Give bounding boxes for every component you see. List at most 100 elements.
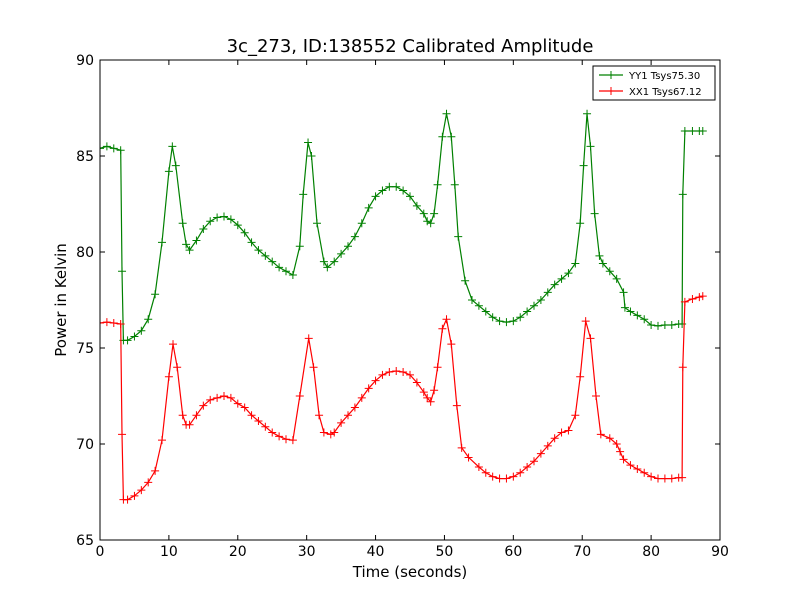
data-point-marker	[612, 440, 621, 448]
data-point-marker	[550, 434, 559, 443]
data-point-marker	[282, 435, 290, 444]
data-point-marker	[695, 293, 704, 302]
data-point-marker	[461, 276, 470, 285]
data-point-marker	[605, 434, 614, 443]
y-tick-label: 80	[76, 245, 94, 261]
data-point-marker	[619, 288, 628, 297]
data-point-marker	[130, 491, 139, 500]
data-point-marker	[423, 393, 432, 402]
data-point-marker	[442, 109, 451, 118]
data-point-marker	[423, 217, 432, 226]
data-point-marker	[481, 468, 490, 477]
data-point-marker	[620, 303, 629, 312]
data-point-marker	[326, 430, 335, 439]
data-point-marker	[116, 146, 125, 155]
chart-title: 3c_273, ID:138552 Calibrated Amplitude	[227, 36, 594, 57]
data-point-marker	[399, 186, 408, 195]
y-tick-label: 85	[76, 149, 94, 165]
data-point-marker	[660, 320, 669, 329]
data-point-marker	[385, 182, 394, 191]
data-point-marker	[698, 127, 707, 136]
data-point-marker	[169, 340, 178, 349]
data-point-marker	[550, 280, 559, 289]
data-point-marker	[116, 320, 125, 328]
data-point-marker	[118, 267, 127, 276]
data-point-marker	[307, 152, 316, 160]
data-point-marker	[454, 232, 463, 241]
data-point-marker	[576, 372, 585, 381]
data-point-marker	[495, 474, 504, 483]
plot-frame	[99, 59, 721, 541]
data-point-marker	[206, 217, 215, 226]
data-point-marker	[130, 332, 139, 341]
data-point-marker	[268, 428, 277, 437]
data-point-marker	[633, 311, 642, 320]
data-point-marker	[192, 411, 201, 420]
data-point-marker	[357, 393, 366, 402]
data-point-marker	[419, 209, 428, 218]
data-point-marker	[626, 461, 635, 470]
data-point-marker	[350, 232, 359, 241]
data-point-marker	[509, 317, 518, 326]
data-point-marker	[564, 426, 573, 435]
data-point-marker	[698, 292, 707, 301]
data-point-marker	[109, 144, 118, 153]
data-point-marker	[313, 219, 321, 228]
data-point-marker	[295, 392, 304, 400]
series-2	[100, 292, 707, 504]
data-point-marker	[288, 271, 297, 280]
data-point-marker	[433, 180, 442, 189]
data-point-marker	[442, 315, 451, 324]
data-point-marker	[378, 370, 387, 379]
data-point-marker	[323, 263, 332, 272]
data-point-marker	[206, 395, 215, 404]
data-point-marker	[590, 209, 599, 218]
data-point-marker	[247, 238, 256, 247]
data-point-marker	[680, 127, 689, 136]
data-point-marker	[299, 190, 308, 199]
x-tick-label: 70	[573, 544, 591, 560]
data-point-marker	[100, 319, 104, 328]
data-point-marker	[275, 432, 284, 441]
data-point-marker	[647, 472, 656, 481]
data-point-marker	[171, 161, 180, 170]
data-point-marker	[261, 251, 270, 260]
data-point-marker	[337, 418, 346, 427]
data-point-marker	[109, 319, 118, 328]
data-point-marker	[261, 422, 270, 431]
data-point-marker	[344, 411, 352, 420]
data-point-marker	[619, 455, 628, 464]
data-point-marker	[502, 474, 511, 483]
data-point-marker	[288, 436, 297, 445]
data-point-marker	[464, 453, 473, 462]
data-point-marker	[583, 109, 592, 118]
x-tick-label: 40	[367, 544, 385, 560]
data-point-marker	[688, 127, 697, 136]
data-point-marker	[586, 142, 595, 151]
data-point-marker	[430, 209, 439, 218]
data-point-marker	[304, 334, 313, 343]
data-point-marker	[654, 474, 662, 483]
y-tick-label: 75	[76, 341, 94, 357]
data-point-marker	[137, 486, 146, 495]
data-point-marker	[688, 295, 697, 304]
data-point-marker	[199, 401, 208, 410]
data-point-marker	[220, 392, 228, 400]
data-point-marker	[220, 212, 228, 221]
y-tick-label: 90	[76, 53, 94, 69]
data-point-marker	[226, 215, 235, 224]
data-point-marker	[430, 386, 439, 395]
axes-layer: 0 10 20 30 40 50 60 70 80 90 65 70 75 80 85 90	[76, 53, 729, 560]
data-point-marker	[495, 317, 504, 326]
data-point-marker	[481, 307, 490, 316]
data-point-marker	[576, 219, 585, 228]
legend-label: YY1 Tsys75.30	[628, 71, 700, 82]
x-axis-label: Time (seconds)	[352, 563, 468, 581]
data-point-marker	[557, 274, 566, 283]
data-point-marker	[357, 219, 366, 228]
data-point-marker	[633, 464, 642, 473]
data-point-marker	[438, 324, 447, 333]
data-point-marker	[598, 259, 607, 268]
data-point-marker	[158, 238, 166, 247]
